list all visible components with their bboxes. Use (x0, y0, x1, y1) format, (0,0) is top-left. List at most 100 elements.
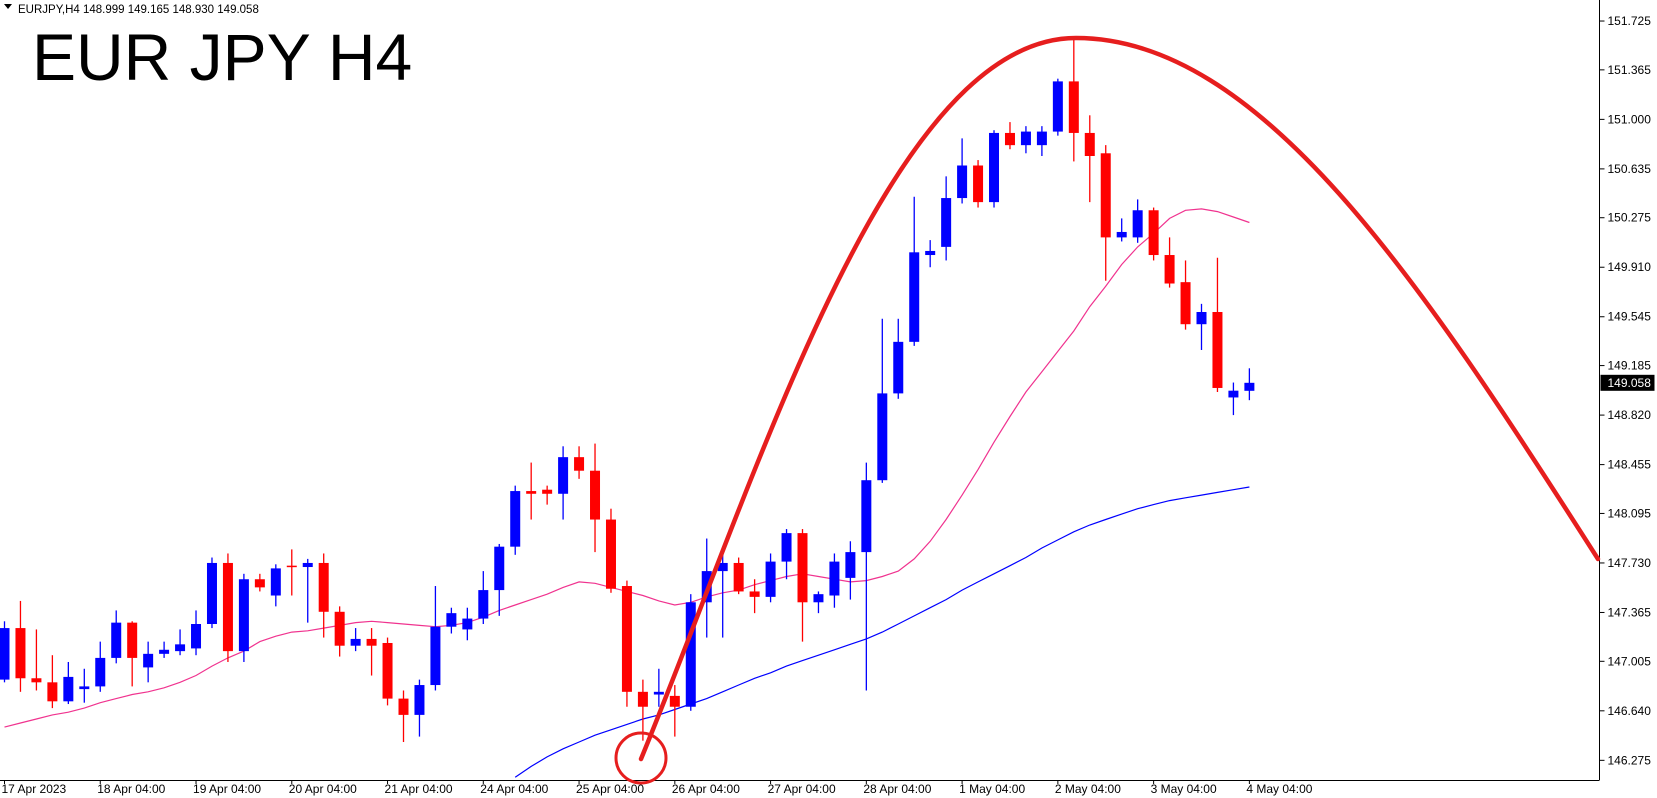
y-tick-label: 148.095 (1608, 506, 1652, 520)
candle-body (1196, 312, 1207, 325)
candle-body (637, 691, 648, 707)
candle-body (15, 628, 26, 679)
y-tick-label: 147.730 (1608, 556, 1652, 570)
candle-body (334, 611, 345, 646)
trend-arc (638, 35, 1601, 762)
candle-body (941, 198, 952, 247)
menu-arrow (4, 4, 12, 9)
candle-body (382, 642, 393, 699)
candle-body (254, 579, 265, 588)
candle-body (765, 561, 776, 597)
candle-body (605, 519, 616, 589)
candle-body (1212, 312, 1223, 388)
candle-body (1148, 210, 1159, 256)
candle-body (63, 676, 74, 702)
last-price-label: 149.058 (1608, 376, 1652, 390)
candle-body (1004, 132, 1015, 146)
x-tick-label: 19 Apr 04:00 (193, 782, 261, 796)
candle-body (478, 590, 489, 619)
candle-body (574, 457, 585, 471)
candle-body (462, 618, 473, 630)
y-tick-label: 146.640 (1608, 704, 1652, 718)
candle-body (813, 594, 824, 603)
x-tick-label: 28 Apr 04:00 (863, 782, 931, 796)
plot-area (0, 36, 1255, 778)
candle-body (510, 491, 521, 547)
y-tick-label: 147.365 (1608, 605, 1652, 619)
candle-body (286, 565, 297, 568)
y-tick-label: 149.185 (1608, 359, 1652, 373)
candle-body (159, 649, 170, 654)
candle-body (222, 562, 233, 652)
candle-body (957, 165, 968, 199)
x-tick-label: 26 Apr 04:00 (672, 782, 740, 796)
candle-body (781, 533, 792, 562)
candle-body (717, 562, 728, 572)
chart-title: EUR JPY H4 (32, 20, 412, 94)
x-tick-label: 18 Apr 04:00 (97, 782, 165, 796)
x-tick-label: 25 Apr 04:00 (576, 782, 644, 796)
candle-body (1084, 132, 1095, 156)
candle-body (685, 602, 696, 707)
candle-body (47, 682, 58, 702)
candle-body (270, 568, 281, 596)
y-tick-label: 147.005 (1608, 654, 1652, 668)
candle-body (191, 624, 202, 649)
candle-body (925, 250, 936, 256)
x-tick-label: 3 May 04:00 (1151, 782, 1217, 796)
candle-body (350, 638, 361, 646)
candle-body (653, 691, 664, 695)
x-tick-label: 20 Apr 04:00 (289, 782, 357, 796)
candle-body (877, 393, 888, 481)
candle-body (318, 562, 329, 612)
candle-body (621, 586, 632, 692)
candle-body (893, 341, 904, 394)
candle-body (861, 480, 872, 553)
candle-body (95, 657, 106, 687)
candle-body (446, 613, 457, 627)
x-tick-label: 21 Apr 04:00 (385, 782, 453, 796)
low-circle (614, 731, 668, 785)
y-tick-label: 151.000 (1608, 112, 1652, 126)
candle-body (366, 638, 377, 646)
candle-body (1164, 255, 1175, 284)
candle-body (1100, 153, 1111, 238)
x-tick-label: 27 Apr 04:00 (768, 782, 836, 796)
candle-body (0, 628, 10, 680)
candle-body (1020, 131, 1031, 146)
candle-body (398, 698, 409, 715)
candle-body (79, 686, 90, 690)
candle-body (590, 470, 601, 520)
candle-body (238, 579, 249, 652)
candle-body (989, 132, 1000, 203)
candle-body (206, 562, 217, 624)
candle-body (845, 552, 856, 578)
chart-info: EURJPY,H4 148.999 149.165 148.930 149.05… (18, 4, 259, 16)
candle-body (1068, 81, 1079, 133)
y-tick-label: 151.365 (1608, 63, 1652, 77)
candle-body (1244, 382, 1255, 391)
candle-body (733, 562, 744, 592)
candle-body (1180, 282, 1191, 325)
candle-body (1116, 231, 1127, 238)
candle-body (1052, 81, 1063, 132)
last-price-box (1600, 374, 1655, 391)
candle-body (909, 252, 920, 342)
y-tick-label: 151.725 (1608, 14, 1652, 28)
candle-body (1132, 210, 1143, 238)
candle-body (797, 533, 808, 603)
x-tick-label: 1 May 04:00 (959, 782, 1025, 796)
candle-body (973, 165, 984, 203)
candle-body (542, 489, 553, 494)
y-tick-label: 150.275 (1608, 211, 1652, 225)
candle-body (494, 546, 505, 591)
moving-average (514, 486, 1250, 778)
candle-body (31, 678, 42, 683)
candle-body (829, 561, 840, 596)
y-tick-label: 148.820 (1608, 408, 1652, 422)
candle-body (111, 622, 122, 658)
candle-body (1228, 390, 1239, 398)
candle-body (1036, 131, 1047, 146)
